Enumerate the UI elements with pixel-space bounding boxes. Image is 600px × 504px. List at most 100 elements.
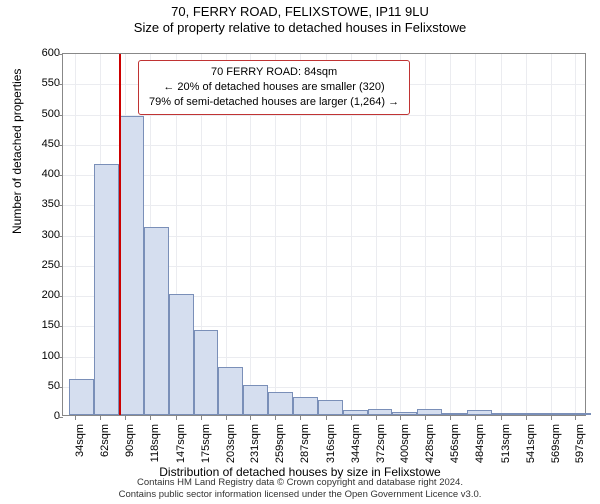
y-tick-mark bbox=[58, 54, 63, 55]
annotation-line2: ← 20% of detached houses are smaller (32… bbox=[149, 80, 399, 95]
x-tick-label: 259sqm bbox=[274, 424, 286, 464]
y-tick-label: 150 bbox=[25, 319, 60, 331]
x-tick-mark bbox=[75, 415, 76, 420]
x-tick-mark bbox=[300, 415, 301, 420]
y-tick-mark bbox=[58, 417, 63, 418]
x-tick-label: 569sqm bbox=[550, 424, 562, 464]
x-tick-mark bbox=[125, 415, 126, 420]
histogram-bar bbox=[169, 294, 194, 415]
x-tick-mark bbox=[501, 415, 502, 420]
y-tick-label: 400 bbox=[25, 168, 60, 180]
grid-line-v bbox=[551, 54, 552, 415]
y-tick-label: 200 bbox=[25, 289, 60, 301]
grid-line-v bbox=[75, 54, 76, 415]
footer-line2: Contains public sector information licen… bbox=[0, 489, 600, 501]
histogram-bar bbox=[243, 385, 268, 415]
x-tick-mark bbox=[400, 415, 401, 420]
footer: Contains HM Land Registry data © Crown c… bbox=[0, 477, 600, 501]
histogram-bar bbox=[268, 392, 293, 415]
x-tick-label: 456sqm bbox=[449, 424, 461, 464]
histogram-bar bbox=[119, 116, 144, 415]
y-tick-label: 100 bbox=[25, 350, 60, 362]
x-tick-mark bbox=[450, 415, 451, 420]
histogram-bar bbox=[467, 410, 492, 415]
y-tick-mark bbox=[58, 205, 63, 206]
annotation-line1: 70 FERRY ROAD: 84sqm bbox=[149, 65, 399, 80]
x-tick-mark bbox=[275, 415, 276, 420]
chart-subtitle: Size of property relative to detached ho… bbox=[0, 20, 600, 35]
y-tick-label: 450 bbox=[25, 138, 60, 150]
x-tick-mark bbox=[326, 415, 327, 420]
plot-area: 70 FERRY ROAD: 84sqm ← 20% of detached h… bbox=[62, 53, 586, 416]
x-tick-mark bbox=[150, 415, 151, 420]
histogram-bar bbox=[194, 330, 219, 415]
y-tick-label: 600 bbox=[25, 47, 60, 59]
x-tick-label: 428sqm bbox=[424, 424, 436, 464]
x-tick-label: 400sqm bbox=[399, 424, 411, 464]
y-tick-mark bbox=[58, 84, 63, 85]
histogram-bar bbox=[69, 379, 94, 415]
histogram-bar bbox=[442, 413, 467, 415]
x-tick-label: 175sqm bbox=[200, 424, 212, 464]
y-tick-label: 0 bbox=[25, 410, 60, 422]
x-tick-mark bbox=[551, 415, 552, 420]
histogram-bar bbox=[417, 409, 442, 415]
grid-line-v bbox=[575, 54, 576, 415]
grid-line-v bbox=[450, 54, 451, 415]
y-tick-mark bbox=[58, 266, 63, 267]
histogram-bar bbox=[218, 367, 243, 415]
footer-line1: Contains HM Land Registry data © Crown c… bbox=[0, 477, 600, 489]
annotation-line3: 79% of semi-detached houses are larger (… bbox=[149, 95, 399, 110]
y-tick-mark bbox=[58, 387, 63, 388]
x-tick-label: 344sqm bbox=[350, 424, 362, 464]
x-tick-label: 316sqm bbox=[325, 424, 337, 464]
x-tick-mark bbox=[376, 415, 377, 420]
y-axis-label: Number of detached properties bbox=[10, 69, 24, 234]
histogram-bar bbox=[368, 409, 393, 415]
histogram-bar bbox=[492, 413, 517, 415]
x-tick-label: 34sqm bbox=[74, 424, 86, 464]
x-tick-label: 118sqm bbox=[149, 424, 161, 464]
y-tick-mark bbox=[58, 326, 63, 327]
histogram-bar bbox=[94, 164, 119, 415]
x-tick-label: 62sqm bbox=[99, 424, 111, 464]
histogram-bar bbox=[144, 227, 169, 415]
grid-line-v bbox=[475, 54, 476, 415]
x-tick-label: 90sqm bbox=[124, 424, 136, 464]
y-tick-label: 550 bbox=[25, 77, 60, 89]
y-tick-mark bbox=[58, 236, 63, 237]
histogram-bar bbox=[392, 412, 417, 415]
x-tick-mark bbox=[176, 415, 177, 420]
x-tick-mark bbox=[226, 415, 227, 420]
x-tick-mark bbox=[201, 415, 202, 420]
x-tick-mark bbox=[100, 415, 101, 420]
y-tick-mark bbox=[58, 115, 63, 116]
x-tick-mark bbox=[575, 415, 576, 420]
property-marker-line bbox=[119, 54, 121, 415]
x-tick-mark bbox=[475, 415, 476, 420]
histogram-bar bbox=[567, 413, 592, 415]
x-tick-label: 541sqm bbox=[525, 424, 537, 464]
x-tick-label: 287sqm bbox=[299, 424, 311, 464]
y-tick-mark bbox=[58, 296, 63, 297]
histogram-bar bbox=[542, 413, 567, 415]
grid-line-v bbox=[501, 54, 502, 415]
y-tick-label: 50 bbox=[25, 380, 60, 392]
y-tick-label: 250 bbox=[25, 259, 60, 271]
x-tick-label: 231sqm bbox=[249, 424, 261, 464]
histogram-bar bbox=[517, 413, 542, 415]
x-tick-mark bbox=[351, 415, 352, 420]
x-tick-mark bbox=[526, 415, 527, 420]
annotation-box: 70 FERRY ROAD: 84sqm ← 20% of detached h… bbox=[138, 60, 410, 115]
x-tick-mark bbox=[250, 415, 251, 420]
histogram-bar bbox=[293, 397, 318, 415]
y-tick-label: 350 bbox=[25, 198, 60, 210]
y-tick-mark bbox=[58, 357, 63, 358]
y-tick-label: 300 bbox=[25, 229, 60, 241]
x-tick-label: 372sqm bbox=[375, 424, 387, 464]
grid-line-v bbox=[425, 54, 426, 415]
x-tick-label: 203sqm bbox=[225, 424, 237, 464]
x-tick-label: 484sqm bbox=[474, 424, 486, 464]
histogram-bar bbox=[343, 410, 368, 415]
chart-title: 70, FERRY ROAD, FELIXSTOWE, IP11 9LU bbox=[0, 4, 600, 19]
